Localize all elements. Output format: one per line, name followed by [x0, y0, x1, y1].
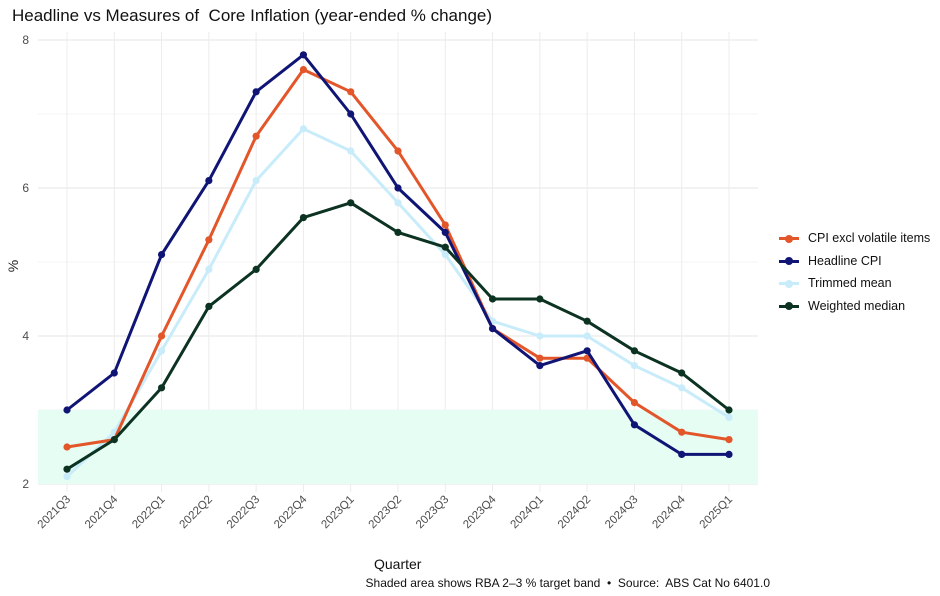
legend-item-weighted-median: Weighted median: [778, 295, 930, 318]
data-point-trimmed-mean: [394, 199, 402, 207]
data-point-trimmed-mean: [678, 384, 686, 392]
data-point-headline-cpi: [205, 177, 213, 185]
data-point-headline-cpi: [630, 421, 639, 429]
data-point-trimmed-mean: [630, 362, 639, 370]
data-point-headline-cpi: [394, 184, 402, 192]
y-tick-label: 2: [22, 477, 29, 491]
x-tick-label: 2025Q1: [698, 494, 735, 531]
legend-key-cpi-excl-volatile: [778, 232, 800, 244]
data-point-cpi-excl-volatile-items: [252, 132, 260, 140]
data-point-headline-cpi: [110, 369, 118, 377]
data-point-weighted-median: [252, 265, 260, 273]
data-point-headline-cpi: [725, 450, 733, 458]
data-point-cpi-excl-volatile-items: [725, 436, 733, 444]
data-point-weighted-median: [536, 295, 544, 303]
y-tick-label: 8: [22, 33, 29, 47]
data-point-trimmed-mean: [299, 125, 308, 133]
target-band: [38, 410, 758, 484]
data-point-cpi-excl-volatile-items: [536, 354, 544, 362]
legend: CPI excl volatile items Headline CPI Tri…: [778, 227, 930, 317]
data-point-trimmed-mean: [725, 413, 733, 421]
data-point-cpi-excl-volatile-items: [630, 399, 639, 407]
data-point-cpi-excl-volatile-items: [678, 428, 686, 436]
data-point-headline-cpi: [157, 251, 166, 259]
data-point-trimmed-mean: [583, 332, 591, 340]
data-point-weighted-median: [205, 302, 213, 310]
chart-title: Headline vs Measures of Core Inflation (…: [12, 6, 493, 25]
x-tick-label: 2023Q2: [367, 494, 404, 531]
data-point-headline-cpi: [488, 325, 497, 333]
chart-caption: Shaded area shows RBA 2–3 % target band …: [365, 576, 770, 590]
x-axis-label: Quarter: [374, 556, 422, 572]
x-tick-label: 2023Q3: [414, 494, 451, 531]
y-axis-label: %: [5, 259, 22, 273]
data-point-weighted-median: [299, 214, 308, 222]
data-point-weighted-median: [583, 317, 591, 325]
y-tick-label: 6: [22, 181, 29, 195]
data-point-weighted-median: [347, 199, 355, 207]
data-point-weighted-median: [488, 295, 497, 303]
x-tick-label: 2024Q3: [603, 494, 640, 531]
x-tick-label: 2022Q2: [178, 494, 215, 531]
data-point-weighted-median: [63, 465, 71, 473]
legend-label: Headline CPI: [808, 253, 882, 268]
y-tick-label: 4: [22, 329, 29, 343]
data-point-trimmed-mean: [347, 147, 355, 155]
legend-item-trimmed-mean: Trimmed mean: [778, 272, 930, 295]
data-point-weighted-median: [110, 436, 118, 444]
x-tick-label: 2022Q1: [130, 494, 167, 531]
data-point-weighted-median: [678, 369, 686, 377]
legend-label: Trimmed mean: [808, 276, 892, 291]
x-tick-label: 2024Q4: [650, 493, 688, 531]
data-point-headline-cpi: [583, 347, 591, 355]
data-point-headline-cpi: [536, 362, 544, 370]
data-point-trimmed-mean: [63, 473, 71, 481]
legend-key-weighted-median: [778, 300, 800, 312]
data-point-trimmed-mean: [205, 265, 213, 273]
data-point-trimmed-mean: [441, 251, 449, 259]
data-point-cpi-excl-volatile-items: [63, 443, 71, 451]
data-point-trimmed-mean: [536, 332, 544, 340]
data-point-headline-cpi: [299, 51, 308, 59]
legend-label: Weighted median: [808, 298, 906, 313]
data-point-headline-cpi: [63, 406, 71, 414]
data-point-trimmed-mean: [252, 177, 260, 185]
data-point-weighted-median: [630, 347, 639, 355]
data-point-cpi-excl-volatile-items: [441, 221, 449, 229]
legend-key-trimmed-mean: [778, 277, 800, 289]
x-tick-label: 2024Q2: [556, 494, 593, 531]
data-point-cpi-excl-volatile-items: [205, 236, 213, 244]
x-tick-label: 2021Q4: [83, 493, 121, 531]
data-point-weighted-median: [441, 243, 449, 251]
data-point-cpi-excl-volatile-items: [347, 88, 355, 96]
legend-key-headline-cpi: [778, 255, 800, 267]
x-tick-label: 2022Q4: [272, 493, 310, 531]
data-point-cpi-excl-volatile-items: [299, 66, 308, 74]
legend-item-cpi-excl-volatile: CPI excl volatile items: [778, 227, 930, 250]
data-point-weighted-median: [157, 384, 166, 392]
x-tick-label: 2023Q1: [319, 494, 356, 531]
data-point-trimmed-mean: [157, 347, 166, 355]
x-tick-label: 2023Q4: [461, 493, 499, 531]
data-point-weighted-median: [394, 228, 402, 236]
data-point-cpi-excl-volatile-items: [394, 147, 402, 155]
legend-label: CPI excl volatile items: [808, 231, 931, 246]
x-tick-label: 2024Q1: [509, 494, 546, 531]
x-tick-label: 2021Q3: [36, 494, 73, 531]
data-point-headline-cpi: [441, 228, 449, 236]
legend-item-headline-cpi: Headline CPI: [778, 250, 930, 273]
data-point-cpi-excl-volatile-items: [157, 332, 166, 340]
data-point-headline-cpi: [347, 110, 355, 118]
data-point-weighted-median: [725, 406, 733, 414]
data-point-headline-cpi: [252, 88, 260, 96]
data-point-headline-cpi: [678, 450, 686, 458]
x-tick-label: 2022Q3: [225, 494, 262, 531]
